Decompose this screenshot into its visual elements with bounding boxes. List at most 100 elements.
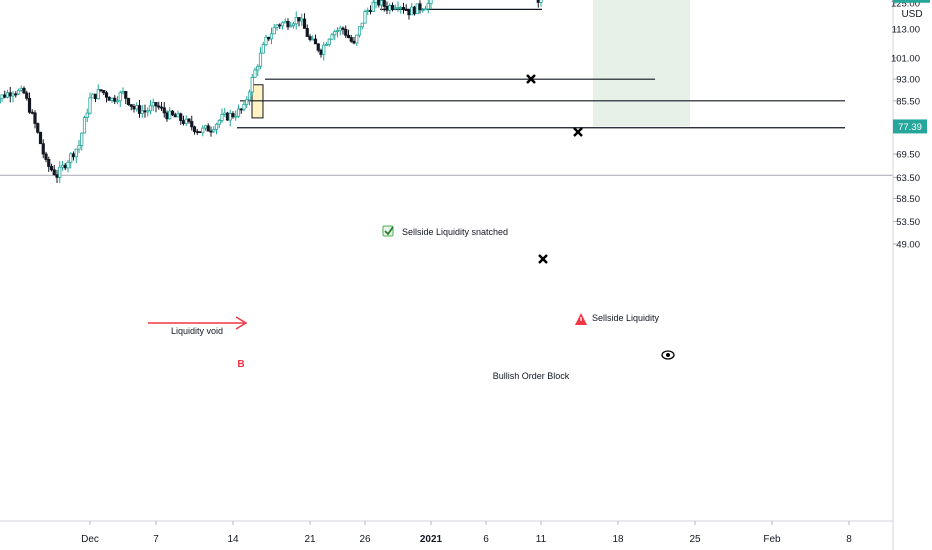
time-tick-label: 26 bbox=[359, 534, 371, 545]
candle-up bbox=[357, 26, 362, 36]
candle-up bbox=[247, 91, 252, 101]
candle-up bbox=[223, 112, 227, 115]
candle-up bbox=[272, 27, 276, 35]
price-label-box bbox=[893, 0, 930, 3]
candle-down bbox=[33, 112, 37, 124]
candle-up bbox=[242, 103, 246, 110]
candle-up bbox=[360, 22, 364, 28]
candle-down bbox=[8, 92, 12, 97]
candle-up bbox=[168, 110, 172, 120]
price-candles bbox=[0, 0, 543, 183]
candle-down bbox=[38, 131, 43, 145]
candle-up bbox=[69, 153, 73, 163]
candle-down bbox=[52, 169, 56, 176]
candle-down bbox=[71, 153, 76, 158]
candle-down bbox=[349, 37, 353, 42]
candle-up bbox=[421, 9, 425, 12]
candle-up bbox=[5, 92, 10, 98]
candle-up bbox=[291, 23, 296, 27]
candle-up bbox=[355, 34, 359, 44]
time-tick-label: 25 bbox=[689, 534, 701, 545]
candle-down bbox=[137, 105, 142, 114]
candle-down bbox=[302, 18, 307, 29]
candle-up bbox=[176, 113, 180, 118]
candle-up bbox=[60, 164, 65, 168]
candle-up bbox=[110, 97, 114, 101]
candle-up bbox=[311, 38, 315, 41]
candle-up bbox=[148, 105, 153, 112]
candle-up bbox=[371, 1, 375, 13]
check-icon bbox=[382, 225, 394, 237]
candle-up bbox=[335, 30, 340, 32]
candle-up bbox=[146, 110, 150, 113]
candle-down bbox=[170, 110, 175, 116]
candle-down bbox=[99, 89, 103, 92]
eye-icon bbox=[666, 353, 670, 357]
time-tick-label: Feb bbox=[763, 534, 781, 545]
candle-up bbox=[415, 3, 419, 15]
candle-up bbox=[322, 44, 326, 55]
annotation-b-marker: B bbox=[237, 359, 244, 370]
candle-up bbox=[275, 24, 279, 28]
candle-down bbox=[195, 131, 199, 133]
candle-up bbox=[91, 93, 95, 99]
time-tick-label: 6 bbox=[483, 534, 489, 545]
candle-down bbox=[382, 0, 386, 7]
candle-down bbox=[143, 110, 147, 113]
candle-up bbox=[201, 127, 205, 134]
candle-down bbox=[165, 112, 169, 120]
candle-up bbox=[16, 89, 21, 95]
candle-up bbox=[410, 6, 414, 16]
candle-up bbox=[393, 7, 397, 10]
candle-up bbox=[115, 100, 120, 103]
candle-up bbox=[426, 3, 430, 10]
candle-up bbox=[228, 113, 232, 121]
price-tick-label: 49.00 bbox=[896, 240, 920, 251]
candle-down bbox=[346, 34, 351, 38]
annotation-sellside-liquidity: Sellside Liquidity bbox=[592, 313, 660, 323]
candle-up bbox=[66, 161, 70, 169]
candle-down bbox=[63, 164, 67, 169]
candle-up bbox=[269, 33, 274, 40]
candle-down bbox=[368, 10, 373, 13]
currency-label: USD bbox=[901, 9, 922, 20]
candle-down bbox=[55, 174, 59, 178]
candle-up bbox=[217, 120, 221, 125]
candle-down bbox=[157, 105, 161, 108]
x-mark-lower-high bbox=[573, 127, 583, 137]
candle-up bbox=[82, 117, 87, 134]
candle-up bbox=[245, 99, 249, 105]
candle-down bbox=[313, 38, 318, 45]
candle-up bbox=[374, 0, 378, 3]
price-labels: 151.94142.38139.9702:20:3277.39 bbox=[893, 0, 930, 134]
x-mark-swing-high bbox=[526, 74, 536, 84]
candle-down bbox=[159, 106, 164, 109]
candle-up bbox=[338, 27, 342, 31]
candle-down bbox=[390, 4, 395, 10]
candle-up bbox=[330, 34, 334, 40]
annotation-marks bbox=[148, 74, 675, 360]
candle-down bbox=[126, 97, 131, 105]
candle-down bbox=[401, 7, 406, 10]
candle-up bbox=[151, 102, 155, 107]
price-tick-label: 85.50 bbox=[896, 96, 920, 107]
candle-down bbox=[187, 118, 191, 122]
price-tick-label: 113.00 bbox=[892, 25, 920, 36]
candle-down bbox=[316, 43, 320, 51]
candle-down bbox=[192, 126, 197, 132]
candle-down bbox=[286, 21, 290, 28]
candle-down bbox=[30, 111, 34, 114]
candle-up bbox=[294, 17, 298, 25]
candle-up bbox=[214, 123, 219, 130]
time-tick-label: 18 bbox=[612, 534, 624, 545]
candle-up bbox=[58, 166, 62, 178]
candle-down bbox=[412, 6, 417, 15]
price-tick-label: 58.50 bbox=[896, 194, 920, 205]
candle-down bbox=[154, 102, 158, 107]
candle-down bbox=[407, 9, 411, 16]
candle-down bbox=[49, 166, 54, 171]
time-axis[interactable]: 23Dec714212620216111825Feb8 bbox=[0, 521, 852, 545]
time-tick-label: 21 bbox=[304, 534, 316, 545]
candle-up bbox=[333, 31, 337, 36]
